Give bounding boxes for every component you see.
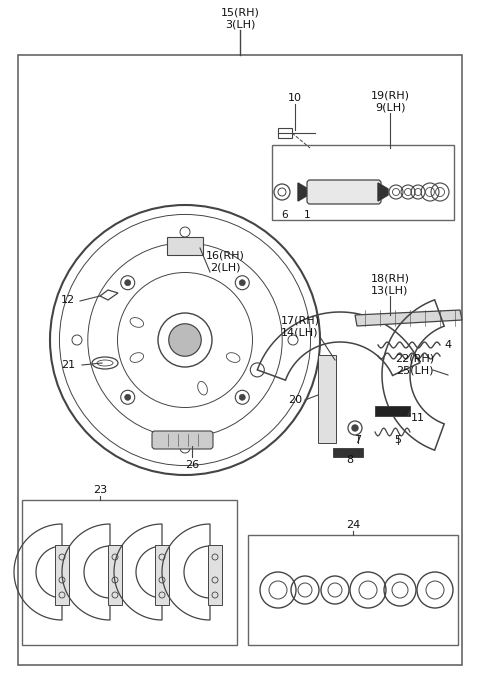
Text: 23: 23 (93, 485, 107, 495)
Text: 4: 4 (444, 340, 452, 350)
Text: 24: 24 (346, 520, 360, 530)
Bar (248, 535, 458, 645)
Circle shape (125, 280, 131, 286)
Text: 16(RH): 16(RH) (205, 250, 244, 260)
FancyBboxPatch shape (307, 180, 381, 204)
Text: 12: 12 (61, 295, 75, 305)
Text: 3(LH): 3(LH) (225, 19, 255, 29)
Text: 14(LH): 14(LH) (281, 327, 319, 337)
Text: 1: 1 (304, 210, 310, 220)
Circle shape (352, 425, 358, 431)
Polygon shape (378, 183, 388, 201)
FancyBboxPatch shape (152, 431, 213, 449)
Text: 25(LH): 25(LH) (396, 365, 434, 375)
Circle shape (169, 324, 201, 356)
Bar (375, 406, 410, 416)
Text: 20: 20 (288, 395, 302, 405)
Text: 5: 5 (395, 435, 401, 445)
Bar (318, 355, 336, 443)
Text: 7: 7 (354, 435, 361, 445)
Polygon shape (355, 310, 462, 326)
Text: 26: 26 (185, 460, 199, 470)
Circle shape (239, 394, 245, 401)
Bar (155, 545, 169, 605)
Text: 17(RH): 17(RH) (280, 315, 320, 325)
Bar (167, 237, 203, 255)
Text: 8: 8 (347, 455, 354, 465)
Circle shape (239, 280, 245, 286)
Text: 13(LH): 13(LH) (372, 285, 408, 295)
Bar (108, 545, 122, 605)
Bar (18, 55, 462, 665)
Text: 18(RH): 18(RH) (371, 273, 409, 283)
Text: 11: 11 (411, 413, 425, 423)
Text: 10: 10 (288, 93, 302, 103)
Text: 21: 21 (61, 360, 75, 370)
Bar (55, 545, 69, 605)
Text: 9(LH): 9(LH) (375, 102, 405, 112)
Text: 22(RH): 22(RH) (396, 353, 434, 363)
Bar (22, 500, 237, 645)
Bar (333, 448, 363, 457)
Text: 15(RH): 15(RH) (221, 7, 259, 17)
Bar (272, 145, 454, 220)
Polygon shape (298, 183, 308, 201)
Bar (208, 545, 222, 605)
Text: 6: 6 (282, 210, 288, 220)
Text: 2(LH): 2(LH) (210, 262, 240, 272)
Circle shape (125, 394, 131, 401)
Text: 19(RH): 19(RH) (371, 90, 409, 100)
